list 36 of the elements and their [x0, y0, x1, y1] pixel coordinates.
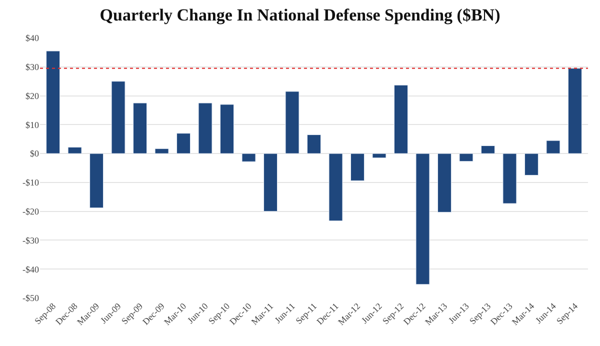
- bar: [546, 140, 560, 154]
- y-tick-label: $0: [30, 148, 40, 159]
- chart-title: Quarterly Change In National Defense Spending ($BN): [100, 6, 500, 25]
- bar: [568, 68, 582, 154]
- bar: [480, 146, 495, 154]
- y-tick-label: -$40: [22, 264, 40, 274]
- bar: [46, 50, 60, 154]
- bar: [285, 91, 300, 154]
- bar: [437, 153, 452, 212]
- y-tick-label: -$50: [22, 293, 40, 304]
- y-tick-label: -$10: [22, 178, 40, 188]
- bar: [524, 153, 538, 176]
- bar: [154, 148, 169, 154]
- y-tick-label: -$30: [22, 235, 40, 246]
- bar: [264, 153, 278, 212]
- bar: [90, 153, 104, 208]
- y-tick-label: $30: [26, 62, 40, 72]
- bar: [307, 134, 321, 154]
- y-tick-label: -$20: [22, 206, 40, 216]
- bar: [133, 102, 148, 154]
- bar: [176, 133, 191, 154]
- bar: [220, 104, 234, 154]
- bar: [416, 153, 430, 285]
- bar: [459, 153, 474, 162]
- bar: [372, 153, 386, 158]
- y-tick-label: $20: [26, 90, 40, 101]
- y-tick-label: $10: [26, 120, 40, 130]
- bar: [502, 153, 517, 204]
- bar: [394, 84, 408, 154]
- bar: [350, 153, 364, 181]
- bar: [198, 102, 212, 154]
- bar: [68, 146, 82, 154]
- bar: [328, 153, 343, 222]
- bar: [111, 81, 126, 154]
- y-tick-label: $40: [26, 33, 40, 44]
- bar: [242, 153, 256, 162]
